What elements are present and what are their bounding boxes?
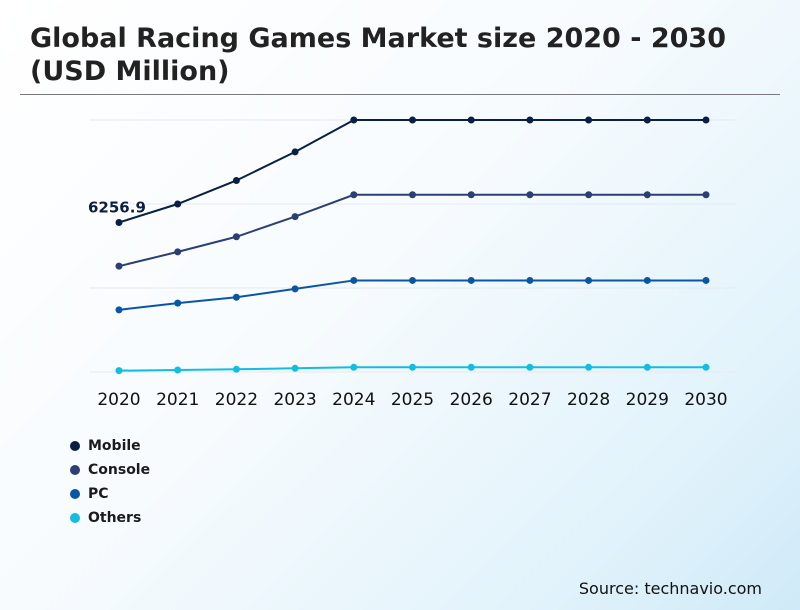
line-chart: 2020 2021 2022 2023 2024 2025 2026 2027 2028 2029… [87,116,736,410]
data-point-mobile-2021[interactable] [174,200,182,208]
x-tick-label: 2021 [156,390,199,410]
legend-item-console[interactable]: Console [70,458,150,482]
x-tick-label: 2028 [567,390,610,410]
data-point-mobile-2028[interactable] [585,116,593,124]
data-point-console-2028[interactable] [585,191,593,199]
series-line-mobile [118,119,706,224]
data-point-others-2024[interactable] [350,363,358,371]
data-point-pc-2029[interactable] [643,276,651,284]
data-point-others-2025[interactable] [409,363,416,371]
chart-title: Global Racing Games Market size 2020 - 2… [30,23,726,87]
series-line-console [118,193,706,268]
x-tick-label: 2025 [391,390,434,410]
x-tick-label: 2030 [684,390,727,410]
data-point-pc-2020[interactable] [115,306,123,314]
data-point-pc-2028[interactable] [585,276,593,284]
data-point-others-2022[interactable] [232,365,240,373]
data-point-others-2028[interactable] [585,363,593,371]
data-point-console-2029[interactable] [643,191,651,199]
data-label: 6256.9 [88,198,146,216]
data-point-mobile-2022[interactable] [232,176,240,184]
legend-item-others[interactable]: Others [70,506,150,530]
x-axis-tick-labels: 2020 2021 2022 2023 2024 2025 2026 2027 2028 2029… [97,390,727,410]
legend-label-pc: PC [88,486,109,502]
data-point-others-2026[interactable] [467,363,475,371]
data-point-pc-2026[interactable] [467,276,475,284]
data-point-console-2023[interactable] [291,213,299,221]
data-point-console-2024[interactable] [350,191,358,199]
legend-marker-pc [70,489,80,499]
data-point-pc-2021[interactable] [174,299,182,307]
legend-marker-console [70,465,80,475]
data-point-others-2030[interactable] [702,363,710,371]
data-point-console-2027[interactable] [526,191,534,199]
legend-item-pc[interactable]: PC [70,482,150,506]
legend-label-mobile: Mobile [88,438,141,454]
legend-label-console: Console [88,462,151,478]
data-point-console-2030[interactable] [702,191,710,199]
legend: Mobile Console PC Others [70,434,150,530]
data-point-pc-2022[interactable] [232,293,240,301]
data-point-mobile-2027[interactable] [526,116,534,124]
data-point-pc-2027[interactable] [526,276,534,284]
series-console [115,191,710,270]
data-point-console-2020[interactable] [115,262,123,270]
data-point-console-2022[interactable] [232,233,240,241]
legend-marker-others [70,513,80,523]
grid-lines [90,119,736,373]
series-lines [115,116,710,375]
data-point-console-2026[interactable] [467,191,475,199]
data-point-mobile-2030[interactable] [702,116,710,124]
x-tick-label: 2024 [332,390,375,410]
data-point-console-2025[interactable] [409,191,416,199]
x-tick-label: 2020 [97,390,140,410]
legend-item-mobile[interactable]: Mobile [70,434,150,458]
title-divider [20,94,780,95]
data-point-others-2021[interactable] [174,366,182,374]
legend-label-others: Others [88,510,142,526]
data-point-mobile-2024[interactable] [350,116,358,124]
data-point-others-2029[interactable] [643,363,651,371]
data-point-others-2020[interactable] [115,367,123,375]
data-annotations: 6256.9 [87,197,148,218]
data-point-others-2027[interactable] [526,363,534,371]
data-point-mobile-2029[interactable] [643,116,651,124]
x-tick-label: 2026 [450,390,493,410]
series-line-pc [118,279,706,311]
x-tick-label: 2027 [508,390,551,410]
legend-marker-mobile [70,441,80,451]
data-point-mobile-2026[interactable] [467,116,475,124]
series-mobile [115,116,710,226]
data-point-console-2021[interactable] [174,248,182,256]
data-point-others-2023[interactable] [291,364,299,372]
data-point-mobile-2023[interactable] [291,148,299,156]
series-pc [115,276,710,314]
x-tick-label: 2023 [273,390,316,410]
data-point-pc-2023[interactable] [291,285,299,293]
data-point-pc-2030[interactable] [702,276,710,284]
data-point-mobile-2025[interactable] [409,116,416,124]
data-point-mobile-2020[interactable] [115,218,123,226]
source-credit: Source: technavio.com [578,579,762,598]
data-point-pc-2024[interactable] [350,276,358,284]
x-tick-label: 2022 [215,390,258,410]
series-others [115,363,710,375]
data-point-pc-2025[interactable] [409,276,416,284]
x-tick-label: 2029 [626,390,669,410]
